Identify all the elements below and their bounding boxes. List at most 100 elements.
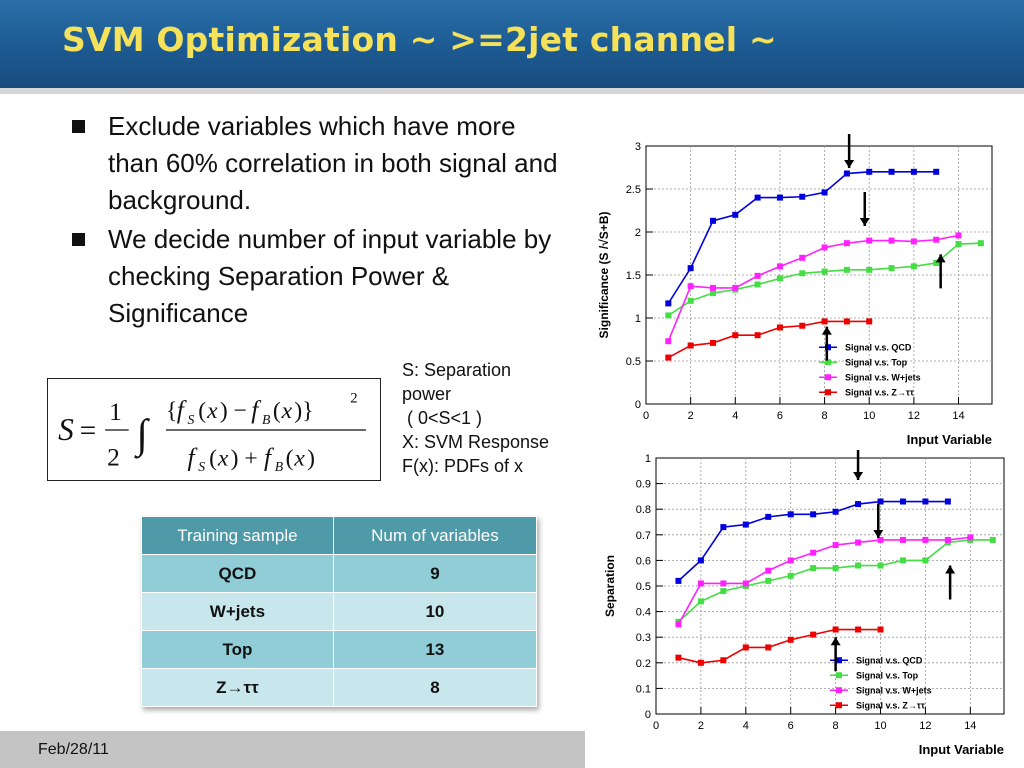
note-line: power bbox=[402, 384, 452, 404]
data-point bbox=[977, 240, 984, 247]
arrow-head bbox=[945, 565, 956, 574]
data-point bbox=[776, 275, 783, 282]
data-point bbox=[888, 265, 895, 272]
svg-text:B: B bbox=[262, 412, 271, 427]
data-point bbox=[877, 498, 884, 505]
data-point bbox=[687, 265, 694, 272]
data-point bbox=[697, 580, 704, 587]
legend-entry: Signal v.s. QCD bbox=[845, 343, 912, 353]
x-tick-label: 0 bbox=[653, 720, 659, 732]
num-cell: 13 bbox=[332, 630, 538, 669]
data-point bbox=[866, 266, 873, 273]
legend-entry: Signal v.s. QCD bbox=[856, 656, 923, 666]
sample-cell: W+jets bbox=[141, 592, 334, 631]
y-axis-label: Significance (S /√S+B) bbox=[597, 212, 611, 339]
data-point bbox=[687, 342, 694, 349]
data-point bbox=[776, 263, 783, 270]
data-point bbox=[866, 168, 873, 175]
svg-text:=: = bbox=[80, 415, 97, 447]
data-point bbox=[922, 536, 929, 543]
data-point bbox=[709, 284, 716, 291]
legend-entry: Signal v.s. Top bbox=[845, 358, 908, 368]
svg-text:1: 1 bbox=[109, 397, 122, 426]
slide-title: SVM Optimization ~ >=2jet channel ~ bbox=[62, 20, 777, 59]
data-point bbox=[787, 557, 794, 564]
data-point bbox=[955, 241, 962, 248]
legend-marker bbox=[836, 702, 842, 709]
data-point bbox=[754, 272, 761, 279]
x-tick-label: 2 bbox=[698, 720, 704, 732]
column-header: Training sample bbox=[141, 516, 334, 555]
svg-text:) −: ) − bbox=[220, 398, 247, 424]
y-tick-label: 0.9 bbox=[636, 479, 651, 491]
data-point bbox=[810, 631, 817, 638]
arrow-head bbox=[844, 160, 855, 168]
y-tick-label: 0.6 bbox=[636, 555, 651, 567]
data-point bbox=[799, 270, 806, 277]
sample-cell: QCD bbox=[141, 554, 334, 593]
data-point bbox=[787, 511, 794, 518]
data-point bbox=[776, 324, 783, 331]
legend-entry: Signal v.s. Z→ττ bbox=[845, 388, 914, 398]
legend-marker bbox=[836, 672, 842, 679]
data-point bbox=[697, 557, 704, 564]
data-point bbox=[754, 332, 761, 339]
formula-graphic: S = 1 2 ∫ { f S ( x ) − f B ( x )} 2 f S… bbox=[58, 391, 366, 474]
data-point bbox=[687, 297, 694, 304]
x-tick-label: 14 bbox=[964, 720, 976, 732]
arrow-head bbox=[821, 326, 832, 335]
svg-text:x: x bbox=[217, 445, 229, 471]
series-line bbox=[667, 234, 959, 342]
y-tick-label: 2 bbox=[635, 227, 641, 239]
data-point bbox=[787, 572, 794, 579]
svg-text:B: B bbox=[275, 459, 284, 474]
x-tick-label: 0 bbox=[643, 410, 649, 422]
data-point bbox=[732, 284, 739, 291]
data-point bbox=[720, 657, 727, 664]
bullet-square-icon bbox=[72, 233, 85, 246]
table-row: QCD 9 bbox=[141, 554, 538, 593]
svg-text:x: x bbox=[293, 445, 305, 471]
data-point bbox=[720, 580, 727, 587]
data-point bbox=[910, 168, 917, 175]
data-point bbox=[944, 498, 951, 505]
svg-text:S: S bbox=[188, 412, 195, 427]
separation-chart: 0 0.1 0.2 0.3 0.4 0.5 0.6 0.7 0.8 0.9 1 0 2 4 6 8 10 12 14… bbox=[598, 446, 1022, 760]
title-bar: SVM Optimization ~ >=2jet channel ~ bbox=[0, 0, 1024, 94]
x-tick-label: 4 bbox=[743, 720, 749, 732]
data-point bbox=[709, 339, 716, 346]
svg-text:S: S bbox=[198, 459, 205, 474]
x-tick-label: 8 bbox=[822, 410, 828, 422]
data-point bbox=[888, 237, 895, 244]
legend-marker bbox=[825, 374, 831, 381]
data-point bbox=[732, 332, 739, 339]
y-tick-label: 0 bbox=[635, 399, 641, 411]
data-point bbox=[933, 168, 940, 175]
svg-text:(: ( bbox=[209, 445, 217, 471]
svg-text:): ) bbox=[307, 445, 315, 471]
data-point bbox=[843, 318, 850, 325]
data-point bbox=[765, 644, 772, 651]
data-point bbox=[697, 598, 704, 605]
svg-text:{: { bbox=[166, 398, 177, 424]
bullet-list: Exclude variables which have more than 6… bbox=[72, 108, 572, 334]
note-line: ( 0<S<1 ) bbox=[402, 408, 483, 428]
data-point bbox=[821, 268, 828, 275]
data-point bbox=[799, 193, 806, 200]
legend-marker bbox=[825, 359, 831, 366]
svg-text:) +: ) + bbox=[231, 445, 258, 471]
data-point bbox=[675, 577, 682, 584]
svg-text:)}: )} bbox=[294, 398, 313, 424]
series-line bbox=[667, 320, 870, 359]
data-point bbox=[967, 534, 974, 541]
y-tick-label: 0.8 bbox=[636, 504, 651, 516]
data-point bbox=[697, 659, 704, 666]
num-cell: 8 bbox=[332, 668, 538, 707]
legend-entry: Signal v.s. W+jets bbox=[845, 373, 921, 383]
chart-svg: 00.10.20.30.40.50.60.70.80.910 2 4 6 8 10 12 14… bbox=[603, 446, 1005, 757]
data-point bbox=[843, 240, 850, 247]
y-tick-label: 0.5 bbox=[626, 356, 641, 368]
data-point bbox=[944, 536, 951, 543]
data-point bbox=[787, 636, 794, 643]
data-point bbox=[821, 318, 828, 325]
